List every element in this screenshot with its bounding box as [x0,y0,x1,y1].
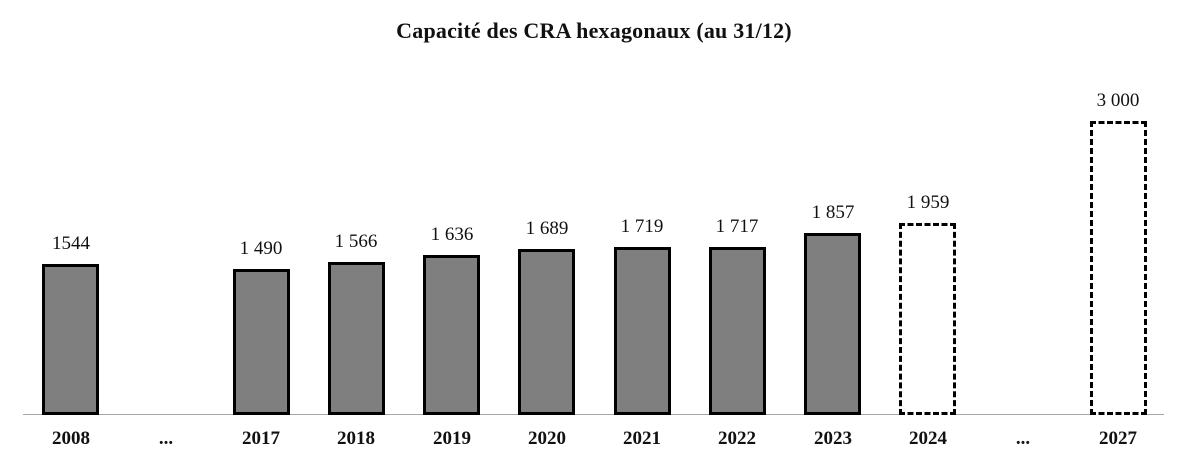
value-label-2019: 1 636 [430,224,474,245]
x-axis-label-2008: 2008 [52,428,90,449]
x-axis-label-2022: 2022 [718,428,756,449]
bar-2017 [233,269,290,415]
x-axis-label-2017: 2017 [242,428,280,449]
value-label-2008: 1544 [52,233,90,254]
value-label-2024: 1 959 [906,192,950,213]
value-label-2022: 1 717 [715,216,759,237]
x-axis-label-ellipsis-1: ... [158,428,174,449]
chart-title: Capacité des CRA hexagonaux (au 31/12) [396,18,792,43]
value-label-2020: 1 689 [525,218,569,239]
x-axis-label-2021: 2021 [623,428,661,449]
bar-2020 [518,249,575,415]
bar-2022 [709,247,766,415]
x-axis-label-2024: 2024 [909,428,947,449]
x-axis-line [23,414,1164,415]
value-label-2017: 1 490 [239,238,283,259]
value-label-2021: 1 719 [620,216,664,237]
x-axis-label-2023: 2023 [814,428,852,449]
bar-2023 [804,233,861,415]
bar-2027 [1090,121,1147,415]
x-axis-label-2019: 2019 [433,428,471,449]
value-label-2018: 1 566 [334,231,378,252]
value-label-2027: 3 000 [1096,90,1140,111]
x-axis-label-2027: 2027 [1099,428,1137,449]
value-label-2023: 1 857 [811,202,855,223]
bar-2018 [328,262,385,415]
x-axis-label-ellipsis-10: ... [1015,428,1031,449]
x-axis-label-2018: 2018 [337,428,375,449]
bar-2021 [614,247,671,415]
bar-2024 [899,223,956,415]
x-axis-label-2020: 2020 [528,428,566,449]
bar-2008 [42,264,99,415]
bar-2019 [423,255,480,415]
